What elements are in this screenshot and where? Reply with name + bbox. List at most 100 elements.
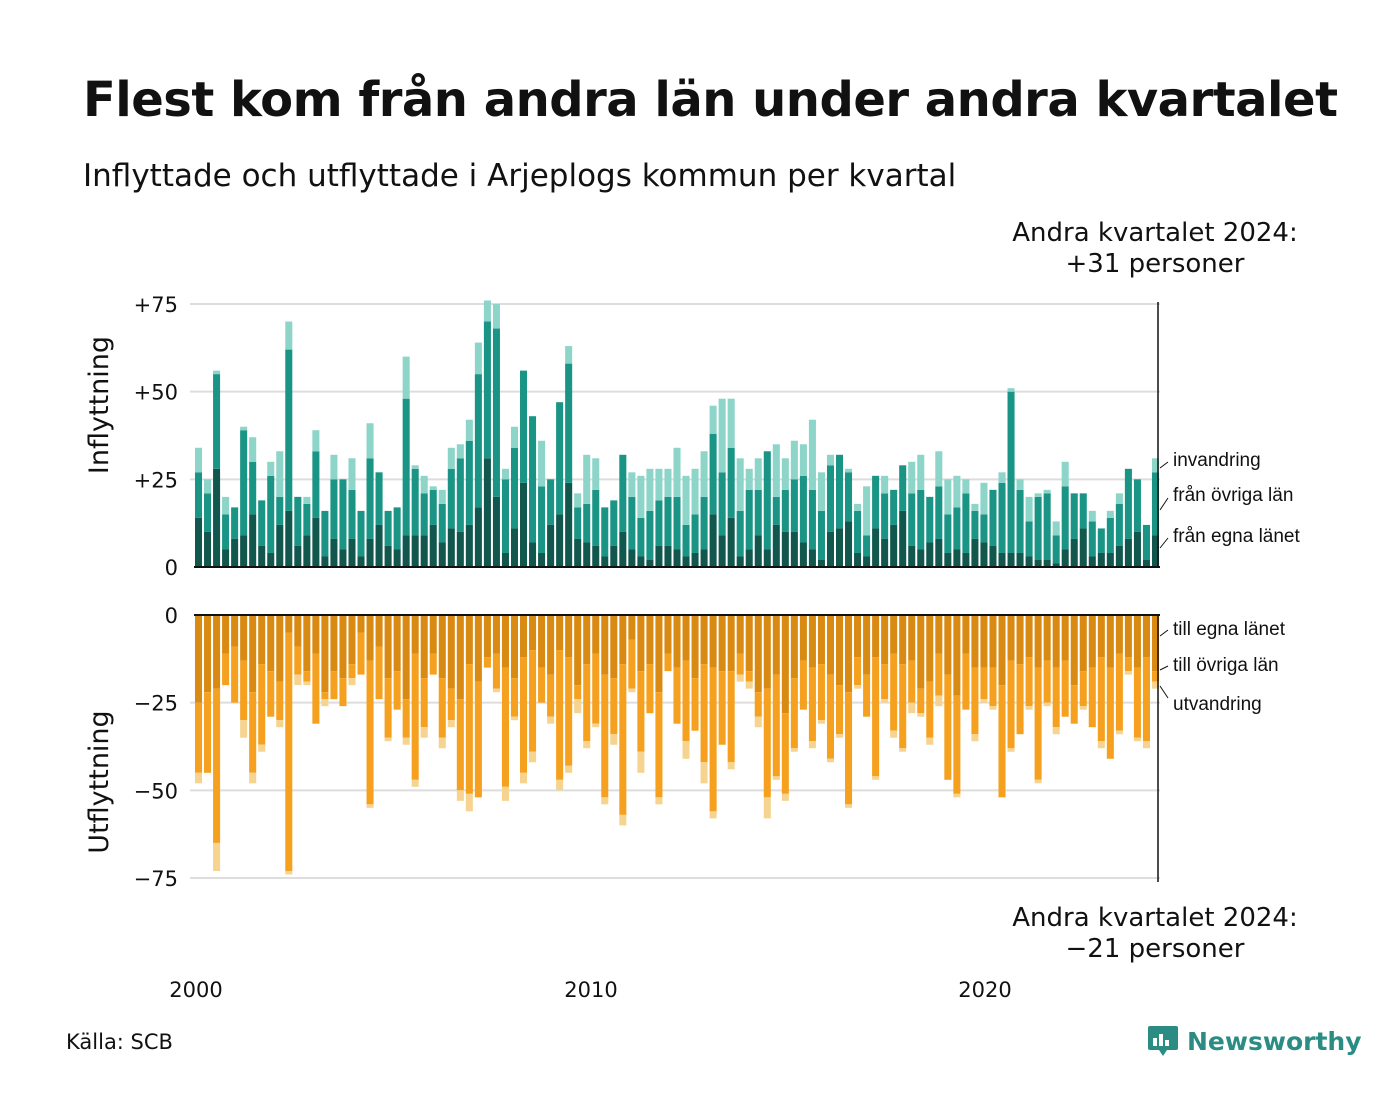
- x-tick-label: 2010: [564, 978, 617, 1002]
- bar-out-own: [240, 615, 248, 661]
- bar-in-other: [655, 500, 663, 546]
- bar-in-other: [619, 454, 627, 532]
- series-label-out: till egna länet: [1173, 619, 1286, 640]
- bar-in-own: [375, 524, 383, 567]
- bar-in-own: [863, 556, 871, 567]
- bar-out-other: [673, 667, 681, 724]
- y-tick-label-out: −50: [134, 779, 178, 803]
- bar-out-own: [492, 615, 500, 654]
- bar-in-immigration: [709, 405, 717, 434]
- bar-out-other: [1097, 657, 1105, 742]
- bar-out-emigration: [655, 797, 663, 805]
- bar-out-emigration: [420, 727, 428, 738]
- bar-out-own: [989, 615, 997, 668]
- bar-out-own: [357, 615, 365, 633]
- bar-in-other: [411, 468, 419, 536]
- bar-in-other: [267, 475, 275, 553]
- bar-out-own: [1151, 615, 1160, 672]
- bar-out-own: [917, 615, 925, 689]
- bar-out-other: [881, 664, 889, 700]
- bar-in-other: [194, 472, 203, 518]
- bar-out-own: [330, 615, 338, 672]
- bar-in-immigration: [673, 447, 681, 497]
- bar-in-immigration: [700, 451, 708, 497]
- bar-out-emigration: [1142, 741, 1150, 749]
- bar-in-other: [637, 517, 645, 557]
- bar-in-other: [691, 514, 699, 553]
- x-tick-label: 2020: [958, 978, 1011, 1002]
- bar-in-own: [655, 545, 663, 567]
- bar-in-own: [231, 538, 239, 567]
- bar-out-own: [339, 615, 347, 679]
- bar-out-emigration: [529, 751, 537, 763]
- bar-out-other: [736, 653, 744, 675]
- bar-in-other: [1016, 489, 1024, 553]
- bar-out-emigration: [826, 758, 834, 763]
- bar-in-own: [664, 545, 672, 567]
- bar-out-emigration: [285, 870, 293, 875]
- bar-in-own: [682, 556, 690, 567]
- bar-in-immigration: [1088, 510, 1096, 522]
- annotation-top: Andra kvartalet 2024: +31 personer: [995, 218, 1315, 280]
- bar-in-other: [556, 402, 564, 515]
- bar-in-other: [384, 510, 392, 546]
- bar-in-own: [637, 556, 645, 567]
- bar-out-other: [971, 667, 979, 735]
- bar-out-own: [718, 615, 726, 672]
- bar-out-other: [348, 664, 356, 679]
- leader-line-in: [1159, 497, 1169, 511]
- bar-out-emigration: [348, 678, 356, 686]
- bar-out-own: [781, 615, 789, 714]
- bar-in-other: [429, 489, 437, 525]
- bar-out-other: [240, 660, 248, 721]
- bar-in-own: [420, 535, 428, 567]
- bar-in-other: [529, 416, 537, 543]
- bar-in-own: [835, 528, 844, 567]
- bar-out-own: [926, 615, 934, 682]
- bar-in-other: [763, 451, 771, 550]
- series-label-in: från övriga län: [1173, 485, 1293, 506]
- bar-in-other: [718, 472, 726, 536]
- bar-in-own: [854, 552, 862, 567]
- bar-in-immigration: [1061, 461, 1069, 487]
- bar-out-emigration: [574, 699, 582, 714]
- bar-in-other: [501, 479, 509, 553]
- bar-in-other: [872, 475, 880, 529]
- bar-out-own: [393, 615, 401, 672]
- bar-in-own: [745, 549, 753, 567]
- bar-in-immigration: [754, 458, 762, 490]
- bar-in-other: [935, 486, 943, 539]
- bar-in-other: [682, 524, 690, 557]
- bar-in-other: [1133, 479, 1141, 532]
- bar-out-own: [1133, 615, 1141, 668]
- bar-in-immigration: [276, 451, 284, 497]
- bar-in-immigration: [267, 461, 275, 476]
- bar-out-emigration: [980, 699, 988, 703]
- bar-out-other: [510, 678, 519, 717]
- bar-out-other: [908, 660, 916, 703]
- bar-out-emigration: [700, 762, 708, 784]
- bar-out-own: [646, 615, 654, 665]
- bar-out-own: [1097, 615, 1105, 658]
- bar-in-other: [1142, 524, 1150, 560]
- bar-out-emigration: [926, 737, 934, 745]
- bar-in-immigration: [456, 444, 464, 459]
- bar-out-emigration: [1007, 748, 1015, 752]
- bar-out-own: [655, 615, 663, 693]
- bar-in-immigration: [492, 304, 500, 329]
- bar-out-emigration: [637, 751, 645, 773]
- bar-out-own: [619, 615, 627, 665]
- bar-in-other: [420, 493, 428, 536]
- bar-out-emigration: [917, 713, 925, 717]
- bar-out-own: [1088, 615, 1096, 668]
- bar-out-own: [465, 615, 473, 665]
- bar-out-own: [664, 615, 672, 654]
- bar-in-own: [763, 549, 771, 567]
- bar-in-other: [709, 433, 717, 515]
- axes: 0 +25 +50 +75 0 −25 −50 −75 Inflyttning Utflyttni…: [84, 293, 1160, 1002]
- bar-in-own: [565, 482, 573, 567]
- bar-out-other: [718, 671, 726, 745]
- bar-out-other: [1133, 667, 1141, 738]
- bar-out-other: [1151, 671, 1160, 682]
- bar-out-own: [483, 615, 491, 658]
